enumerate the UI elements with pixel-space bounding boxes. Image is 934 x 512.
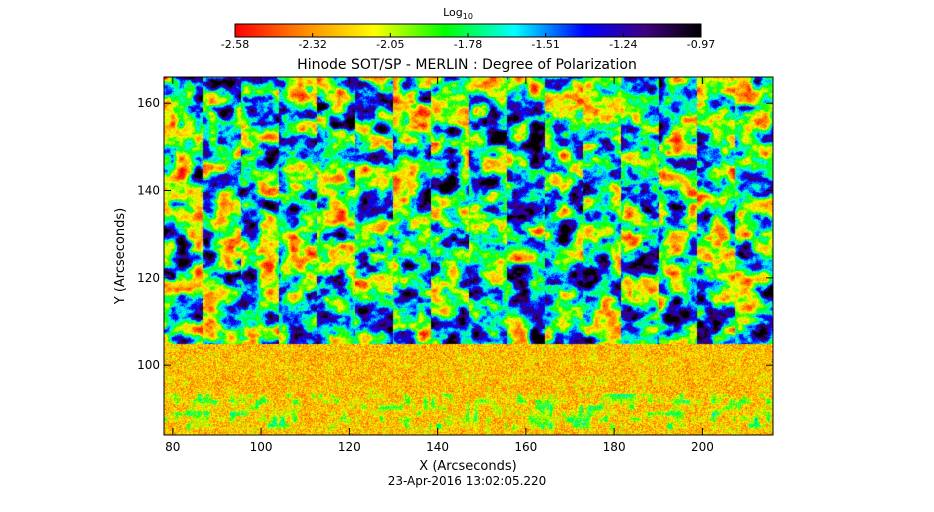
colorbar-tick-label: -2.32 xyxy=(298,38,326,51)
colorbar-tick-label: -2.58 xyxy=(221,38,249,51)
colorbar: Log10 -2.58 -2.32 -2.05 -1.78 -1.51 -1.24 -0.9… xyxy=(221,6,715,51)
y-tick-label: 140 xyxy=(137,184,160,198)
colorbar-tick-label: -1.51 xyxy=(531,38,559,51)
y-axis-title: Y (Arcseconds) xyxy=(113,208,128,305)
colorbar-tick-label: -1.78 xyxy=(454,38,482,51)
plot-frame xyxy=(163,76,774,436)
colorbar-title-sub: 10 xyxy=(463,12,473,21)
x-tick-label: 180 xyxy=(603,440,626,454)
colorbar-title-base: Log xyxy=(443,6,463,19)
plot-title: Hinode SOT/SP - MERLIN : Degree of Polar… xyxy=(297,57,637,73)
timestamp: 23-Apr-2016 13:02:05.220 xyxy=(388,474,547,488)
y-tick-label: 100 xyxy=(137,358,160,372)
colorbar-ticks: -2.58 -2.32 -2.05 -1.78 -1.51 -1.24 -0.97 xyxy=(221,33,715,51)
x-tick-label: 80 xyxy=(165,440,180,454)
colorbar-tick-label: -0.97 xyxy=(687,38,715,51)
y-axis-ticks: 100 120 140 160 xyxy=(137,96,773,372)
colorbar-title: Log10 xyxy=(443,6,473,21)
x-tick-label: 160 xyxy=(514,440,537,454)
heatmap-image xyxy=(164,77,773,435)
x-tick-label: 140 xyxy=(426,440,449,454)
colorbar-tick-label: -1.24 xyxy=(609,38,637,51)
y-tick-label: 120 xyxy=(137,271,160,285)
x-axis-ticks: 80 100 120 140 160 180 200 xyxy=(165,77,714,454)
x-tick-label: 120 xyxy=(338,440,361,454)
x-axis-title: X (Arcseconds) xyxy=(419,459,516,474)
plot-area: 80 100 120 140 160 180 200 100 120 140 160 xyxy=(137,76,774,454)
heatmap-raster xyxy=(164,77,773,435)
y-tick-label: 160 xyxy=(137,96,160,110)
colorbar-tick-label: -2.05 xyxy=(376,38,404,51)
x-tick-label: 100 xyxy=(250,440,273,454)
x-tick-label: 200 xyxy=(691,440,714,454)
